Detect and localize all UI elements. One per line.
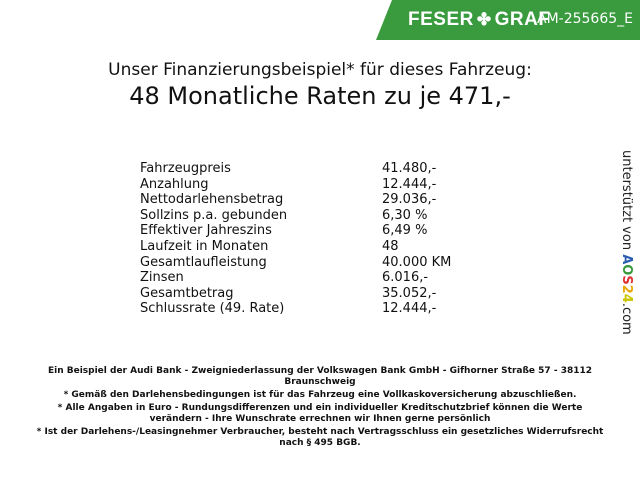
- table-row: Laufzeit in Monaten 48: [140, 239, 460, 255]
- aos24-logo: AOS24: [619, 254, 634, 303]
- table-row: Nettodarlehensbetrag 29.036,-: [140, 192, 460, 208]
- table-row: Sollzins p.a. gebunden 6,30 %: [140, 208, 460, 224]
- table-row: Fahrzeugpreis 41.480,-: [140, 161, 460, 177]
- page-title: Unser Finanzierungsbeispiel* für dieses …: [108, 60, 532, 80]
- row-value: 6.016,-: [382, 270, 429, 286]
- table-row: Gesamtlaufleistung 40.000 KM: [140, 255, 460, 271]
- footer-line: Ein Beispiel der Audi Bank - Zweignieder…: [47, 366, 593, 387]
- row-value: 6,49 %: [382, 223, 428, 239]
- row-value: 48: [382, 238, 399, 254]
- footer-line: * Gemäß den Darlehensbedingungen ist für…: [63, 390, 577, 400]
- supported-by: unterstützt von AOS24.com: [619, 150, 634, 335]
- footer-line: * Ist der Darlehens-/Leasingnehmer Verbr…: [36, 427, 604, 448]
- footer-disclaimer: Ein Beispiel der Audi Bank - Zweignieder…: [30, 366, 610, 451]
- table-row: Anzahlung 12.444,-: [140, 177, 460, 193]
- row-value: 12.444,-: [382, 301, 437, 317]
- row-value: 41.480,-: [382, 161, 437, 176]
- header-banner: [376, 0, 640, 40]
- brand-name: FESER: [408, 9, 474, 30]
- table-row: Gesamtbetrag 35.052,-: [140, 286, 460, 302]
- row-label: Anzahlung: [140, 176, 209, 192]
- brand-logo: FESER ✤ GRAF: [408, 9, 550, 31]
- row-label: Gesamtlaufleistung: [140, 254, 267, 270]
- table-row: Schlussrate (49. Rate) 12.444,-: [140, 301, 460, 317]
- row-label: Fahrzeugpreis: [140, 161, 231, 176]
- table-row: Zinsen 6.016,-: [140, 270, 460, 286]
- finance-table: Fahrzeugpreis 41.480,- Anzahlung 12.444,- …: [140, 161, 460, 317]
- row-label: Effektiver Jahreszins: [140, 223, 272, 239]
- row-label: Zinsen: [140, 270, 184, 286]
- row-value: 40.000 KM: [382, 254, 452, 270]
- row-label: Sollzins p.a. gebunden: [140, 207, 288, 223]
- table-row: Effektiver Jahreszins 6,49 %: [140, 223, 460, 239]
- row-value: 35.052,-: [382, 285, 437, 301]
- supported-by-domain: .com: [619, 302, 634, 335]
- footer-line: * Alle Angaben in Euro - Rundungsdiffere…: [57, 403, 583, 424]
- supported-by-text: unterstützt von: [619, 150, 634, 251]
- row-label: Schlussrate (49. Rate): [140, 301, 285, 317]
- row-value: 12.444,-: [382, 176, 437, 192]
- clover-icon: ✤: [476, 10, 492, 29]
- row-value: 29.036,-: [382, 192, 437, 208]
- brand-name-2: GRAF: [494, 9, 551, 30]
- row-value: 6,30 %: [382, 207, 428, 223]
- rate-subtitle: 48 Monatliche Raten zu je 471,-: [129, 82, 511, 110]
- vehicle-code: AM-255665_E: [537, 11, 633, 27]
- row-label: Laufzeit in Monaten: [140, 238, 269, 254]
- row-label: Gesamtbetrag: [140, 285, 234, 301]
- row-label: Nettodarlehensbetrag: [140, 192, 284, 208]
